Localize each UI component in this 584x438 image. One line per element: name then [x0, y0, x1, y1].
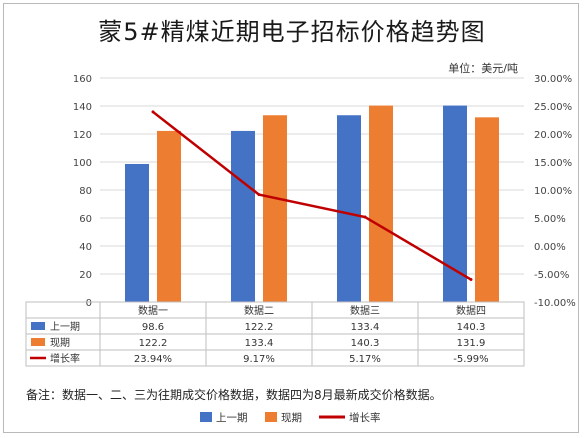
- bar-current: [263, 115, 287, 303]
- bars: [125, 105, 499, 303]
- table-value: 133.4: [245, 338, 274, 349]
- legend-swatch: [200, 412, 212, 422]
- table-value: 140.3: [351, 338, 380, 349]
- table-value: 131.9: [457, 338, 486, 349]
- table-series-name: 增长率: [50, 352, 80, 365]
- left-tick-label: 20: [79, 270, 92, 281]
- left-tick-label: 140: [73, 102, 92, 113]
- bar-current: [369, 105, 393, 302]
- category-label: 数据一: [138, 304, 168, 317]
- legend-swatch: [265, 412, 277, 422]
- table-value: 133.4: [351, 322, 380, 333]
- table-value: 122.2: [139, 338, 168, 349]
- table-value: 98.6: [142, 322, 164, 333]
- right-tick-label: 5.00%: [534, 214, 566, 225]
- growth-rate-line: [152, 110, 472, 281]
- right-tick-label: 15.00%: [534, 158, 572, 169]
- bar-previous: [337, 115, 361, 303]
- table-legend-swatch: [31, 322, 45, 330]
- table-value: 9.17%: [243, 354, 275, 365]
- table-series-name: 上一期: [50, 321, 80, 333]
- category-label: 数据三: [350, 304, 380, 317]
- left-tick-label: 160: [73, 74, 92, 85]
- left-tick-label: 100: [73, 158, 92, 169]
- bar-current: [475, 117, 499, 302]
- left-tick-label: 80: [79, 186, 92, 197]
- bar-previous: [125, 163, 149, 302]
- bar-current: [157, 130, 181, 302]
- left-tick-label: 0: [86, 298, 92, 309]
- right-tick-label: 0.00%: [534, 242, 566, 253]
- legend: 上一期 现期 增长率: [200, 411, 381, 424]
- table-value: 140.3: [457, 322, 486, 333]
- table-value: 122.2: [245, 322, 274, 333]
- growth-rate-point: [151, 110, 155, 114]
- table-series-name: 现期: [50, 337, 70, 349]
- bar-previous: [443, 105, 467, 302]
- right-axis-ticks: -10.00% -5.00% 0.00% 5.00% 10.00% 15.00% 20.00…: [534, 74, 576, 309]
- legend-label: 上一期: [216, 412, 248, 424]
- footnote: 备注：数据一、二、三为往期成交价格数据，数据四为8月最新成交价格数据。: [26, 388, 442, 402]
- bar-previous: [231, 130, 255, 302]
- table-legend-swatch: [31, 338, 45, 346]
- right-tick-label: -10.00%: [534, 298, 576, 309]
- table-value: 5.17%: [349, 354, 381, 365]
- unit-label: 单位：美元/吨: [448, 62, 518, 75]
- right-tick-label: 25.00%: [534, 102, 572, 113]
- chart-title: 蒙5#精煤近期电子招标价格趋势图: [98, 18, 486, 46]
- left-axis-ticks: 0 20 40 60 80 100 120 140 160: [73, 74, 92, 309]
- left-tick-label: 120: [73, 130, 92, 141]
- right-tick-label: 10.00%: [534, 186, 572, 197]
- growth-rate-point: [469, 278, 473, 282]
- growth-line: [151, 110, 473, 282]
- right-tick-label: 30.00%: [534, 74, 572, 85]
- chart-frame: [3, 3, 579, 433]
- legend-label: 增长率: [349, 411, 381, 424]
- right-tick-label: 20.00%: [534, 130, 572, 141]
- right-tick-label: -5.00%: [534, 270, 569, 281]
- category-label: 数据二: [244, 304, 274, 317]
- left-tick-label: 60: [79, 214, 92, 225]
- category-label: 数据四: [456, 304, 486, 317]
- growth-rate-point: [363, 215, 367, 219]
- table-value: -5.99%: [453, 354, 488, 365]
- legend-label: 现期: [281, 412, 302, 424]
- growth-rate-point: [257, 193, 261, 197]
- left-tick-label: 40: [79, 242, 92, 253]
- table-value: 23.94%: [134, 354, 172, 365]
